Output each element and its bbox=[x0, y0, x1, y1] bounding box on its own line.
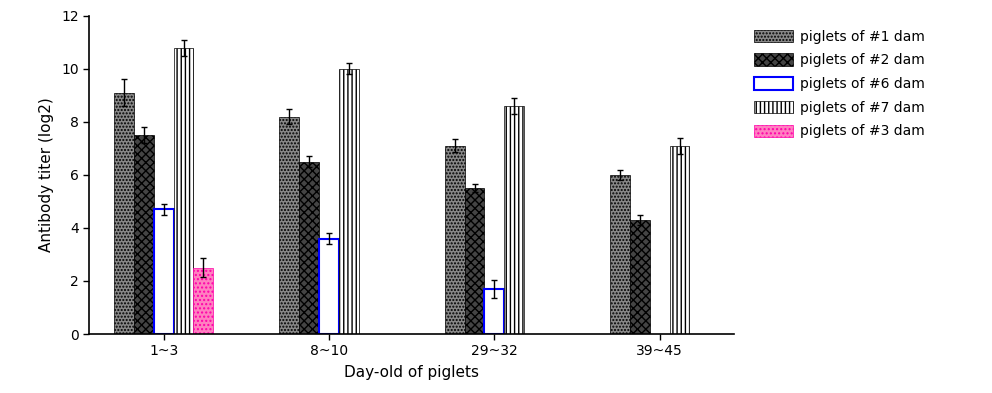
Bar bbox=[280, 117, 300, 334]
X-axis label: Day-old of piglets: Day-old of piglets bbox=[344, 365, 479, 380]
Bar bbox=[464, 188, 484, 334]
Bar bbox=[484, 289, 504, 334]
Bar bbox=[300, 162, 319, 334]
Bar bbox=[174, 48, 193, 334]
Bar bbox=[504, 106, 524, 334]
Bar bbox=[630, 220, 650, 334]
Bar bbox=[134, 135, 154, 334]
Y-axis label: Antibody titer (log2): Antibody titer (log2) bbox=[40, 97, 55, 252]
Bar bbox=[610, 175, 630, 334]
Bar bbox=[444, 146, 464, 334]
Bar bbox=[154, 209, 174, 334]
Legend: piglets of #1 dam, piglets of #2 dam, piglets of #6 dam, piglets of #7 dam, pigl: piglets of #1 dam, piglets of #2 dam, pi… bbox=[748, 23, 932, 145]
Bar bbox=[114, 93, 134, 334]
Bar bbox=[319, 239, 339, 334]
Bar bbox=[193, 268, 213, 334]
Bar bbox=[670, 146, 689, 334]
Bar bbox=[339, 69, 359, 334]
